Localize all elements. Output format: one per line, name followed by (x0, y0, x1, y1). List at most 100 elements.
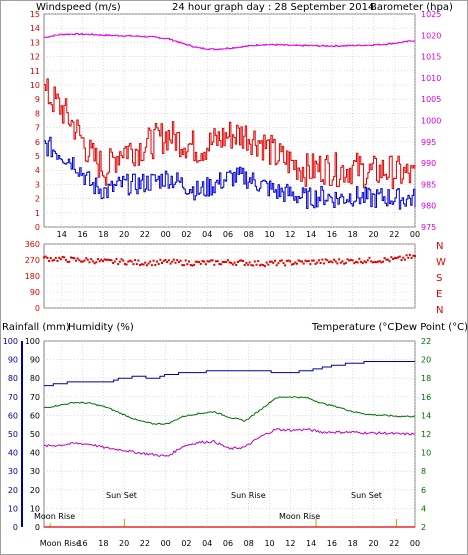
direction-point (68, 260, 71, 263)
direction-point (408, 253, 411, 256)
compass-label: W (436, 257, 446, 268)
direction-point (392, 258, 395, 260)
temperature-y-tick-label: 20 (421, 356, 431, 365)
direction-point (210, 259, 212, 262)
direction-point (371, 261, 374, 264)
direction-point (63, 256, 66, 259)
rainfall-y-tick-label: 30 (8, 467, 18, 476)
barometer-axis-title: Barometer (hpa) (370, 2, 453, 13)
wind-panel-y-tick-label: 3 (35, 180, 40, 189)
rainfall-y-tick-label: 10 (8, 504, 18, 513)
wind-panel-y-tick-label: 8 (35, 109, 40, 118)
direction-point (110, 259, 113, 262)
wind-panel-x-tick-label: 18 (348, 230, 358, 239)
direction-point (161, 262, 163, 264)
direction-point (179, 259, 182, 262)
direction-point (282, 262, 285, 265)
direction-point (269, 260, 271, 263)
direction-point (112, 262, 115, 264)
direction-y-tick-label: 360 (25, 240, 40, 249)
direction-point (118, 260, 121, 263)
temp-panel-x-tick-label: 16 (327, 539, 337, 548)
dewpoint-axis-title: Dew Point (°C) (395, 322, 468, 333)
direction-point (132, 263, 135, 266)
moon-rise-label-1: Moon Rise (34, 512, 75, 521)
direction-point (360, 260, 362, 263)
direction-point (388, 260, 391, 263)
direction-point (171, 260, 174, 263)
direction-point (338, 258, 341, 261)
direction-point (387, 258, 389, 261)
wind-panel-y-right-tick-label: 1015 (421, 53, 441, 62)
direction-point (361, 262, 364, 265)
temperature-y-tick-label: 4 (421, 504, 426, 513)
direction-point (297, 259, 300, 262)
direction-point (290, 263, 293, 266)
wind-panel-x-tick-label: 22 (389, 230, 399, 239)
direction-point (140, 263, 143, 266)
wind-panel-y-tick-label: 14 (30, 24, 40, 33)
direction-point (226, 259, 229, 262)
direction-point (71, 256, 74, 259)
direction-point (98, 260, 101, 263)
direction-point (90, 258, 93, 261)
wind-panel-frame (43, 13, 416, 228)
direction-point (188, 260, 190, 263)
wind-gust-series-line (44, 78, 416, 190)
direction-point (277, 262, 280, 265)
wind-panel-x-tick-label: 14 (57, 230, 67, 239)
wind-panel-x-tick-label: 18 (98, 230, 108, 239)
direction-point (157, 263, 160, 265)
direction-point (93, 262, 96, 265)
wind-panel-y-tick-label: 0 (35, 223, 40, 232)
wind-panel-x-tick-label: 10 (264, 230, 274, 239)
direction-point (407, 256, 410, 259)
temp-panel-x-tick-label: 12 (285, 539, 295, 548)
direction-point (183, 264, 185, 267)
direction-point (245, 261, 248, 264)
direction-point (199, 262, 202, 265)
direction-point (341, 260, 344, 263)
humidity-y-tick-label: 20 (30, 486, 40, 495)
direction-point (107, 258, 110, 261)
direction-point (191, 264, 194, 267)
humidity-y-tick-label: 90 (30, 356, 40, 365)
direction-point (289, 260, 292, 263)
humidity-y-tick-label: 10 (30, 504, 40, 513)
compass-label: N (436, 241, 443, 252)
direction-point (280, 259, 283, 262)
direction-point (322, 262, 325, 265)
direction-point (206, 260, 209, 263)
wind-panel-x-tick-label: 22 (140, 230, 150, 239)
direction-point (248, 261, 251, 264)
temp-panel-x-tick-label: Moon Rise (40, 539, 81, 548)
direction-point (184, 259, 187, 262)
direction-point (54, 256, 57, 259)
wind-panel-x-tick-label: 04 (202, 230, 212, 239)
wind-panel-x-tick-label: 00 (161, 230, 171, 239)
direction-point (177, 261, 180, 264)
direction-point (370, 260, 373, 263)
direction-point (208, 260, 211, 263)
direction-point (70, 256, 72, 259)
direction-point (134, 259, 137, 262)
direction-point (253, 260, 256, 263)
direction-point (331, 261, 334, 264)
direction-point (201, 260, 204, 262)
direction-point (117, 263, 120, 266)
temperature-y-tick-label: 8 (421, 467, 426, 476)
rainfall-y-tick-label: 60 (8, 411, 18, 420)
temp-panel-x-tick-label: 00 (410, 539, 420, 548)
wind-panel-x-tick-label: 14 (306, 230, 316, 239)
direction-point (403, 258, 406, 261)
wind-panel-y-tick-label: 9 (35, 95, 40, 104)
wind-panel-x-tick-label: 08 (244, 230, 254, 239)
wind-panel-x-tick-label: 00 (410, 230, 420, 239)
temperature-y-tick-label: 18 (421, 374, 431, 383)
direction-point (358, 257, 361, 260)
direction-point (304, 259, 307, 262)
rainfall-y-tick-label: 0 (13, 523, 18, 532)
temp-panel-x-tick-label: 04 (202, 539, 212, 548)
direction-point (252, 264, 255, 267)
